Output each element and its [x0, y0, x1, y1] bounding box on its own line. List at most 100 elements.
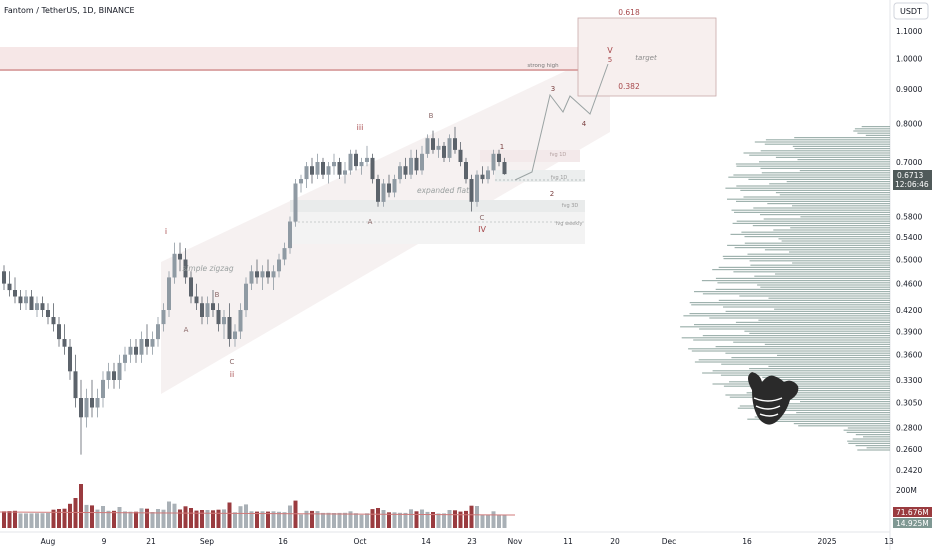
volume-profile-bar	[718, 266, 890, 268]
candle-body	[106, 371, 111, 380]
volume-profile-bar	[736, 185, 890, 187]
last-price-tag	[893, 170, 932, 190]
volume-profile-bar	[753, 207, 890, 209]
volume-bar	[381, 510, 386, 528]
volume-profile-bar	[757, 398, 890, 400]
volume-bar	[233, 512, 237, 528]
volume-profile-bar	[702, 372, 890, 374]
candle-body	[469, 179, 474, 202]
volume-bar	[7, 511, 12, 528]
volume-bar	[68, 503, 72, 528]
price-tick-label: 0.4200	[896, 306, 922, 315]
volume-bar	[288, 505, 292, 528]
volume-profile-bar	[733, 341, 890, 343]
volume-bar	[365, 513, 369, 528]
volume-bar	[420, 509, 424, 528]
currency-button-box[interactable]	[893, 2, 929, 20]
volume-bar	[205, 510, 210, 528]
volume-bar	[13, 510, 17, 528]
time-tick-label: 2025	[817, 537, 836, 546]
volume-bar	[90, 505, 94, 528]
volume-bar	[315, 511, 320, 528]
volume-profile-bar	[861, 126, 890, 128]
volume-profile-bar	[786, 390, 890, 392]
volume-bar	[40, 513, 45, 528]
price-tick-label: 0.7000	[896, 158, 922, 167]
candle-body	[161, 310, 166, 325]
volume-profile-bar	[857, 449, 890, 451]
candle-body	[40, 303, 45, 310]
candle-body	[359, 162, 364, 167]
volume-bar	[304, 510, 309, 528]
volume-bar	[293, 500, 298, 528]
volume-bar	[189, 508, 193, 528]
volume-profile-bar	[736, 200, 890, 202]
volume-bar	[282, 512, 287, 528]
volume-bar	[431, 512, 435, 528]
volume-bar	[238, 506, 243, 528]
volume-bar	[139, 508, 144, 528]
volume-profile-bar	[737, 407, 890, 409]
volume-last: 71.676M	[896, 508, 929, 517]
candle-body	[46, 310, 50, 317]
volume-bar	[112, 510, 116, 528]
volume-profile	[680, 126, 890, 451]
volume-bar	[167, 501, 171, 528]
volume-profile-bar	[715, 288, 890, 290]
volume-profile-bar	[680, 326, 890, 328]
volume-profile-bar	[853, 130, 890, 132]
volume-profile-bar	[863, 436, 890, 438]
volume-bar	[398, 512, 402, 528]
volume-profile-bar	[759, 409, 890, 411]
candle-body	[134, 346, 138, 355]
volume-axis-label: 200M	[896, 486, 917, 495]
volume-profile-bar	[683, 315, 890, 317]
candle-body	[189, 277, 193, 297]
volume-profile-bar	[764, 343, 890, 345]
volume-profile-bar	[743, 196, 890, 198]
time-tick-label: 13	[884, 537, 894, 546]
volume-profile-bar	[735, 163, 890, 165]
volume-profile-bar	[782, 414, 890, 416]
volume-bar	[310, 510, 314, 528]
volume-profile-bar	[758, 387, 890, 389]
volume-profile-bar	[775, 156, 890, 158]
candle-body	[403, 166, 408, 175]
price-tick-label: 0.5000	[896, 256, 922, 265]
volume-profile-bar	[691, 304, 890, 306]
volume-profile-bar	[754, 141, 890, 143]
chart-annotation: B	[215, 291, 220, 299]
volume-bar	[84, 504, 89, 528]
candle-body	[475, 174, 479, 202]
candle-body	[409, 157, 413, 175]
volume-bar	[403, 512, 408, 528]
currency-button[interactable]: USDT	[900, 7, 922, 16]
chart-annotation: 5	[608, 56, 612, 64]
candle-body	[337, 162, 342, 175]
volume-bar	[106, 510, 111, 528]
volume-bar	[35, 513, 39, 528]
candle-body	[486, 170, 490, 180]
candle-body	[376, 179, 380, 202]
volume-profile-bar	[709, 317, 890, 319]
volume-profile-bar	[760, 214, 890, 216]
volume-profile-bar	[790, 227, 890, 229]
volume-bar	[51, 509, 56, 528]
volume-profile-bar	[793, 423, 890, 425]
volume-profile-bar	[734, 247, 890, 249]
chart-annotation: fvg 3D	[562, 203, 579, 209]
volume-profile-bar	[847, 427, 890, 429]
time-tick-label: Aug	[41, 537, 56, 546]
volume-bar	[442, 513, 446, 528]
volume-profile-bar	[730, 233, 890, 235]
candle-body	[233, 331, 237, 339]
candle-body	[150, 339, 155, 347]
volume-profile-bar	[764, 143, 890, 145]
volume-bar	[29, 513, 34, 528]
candle-body	[299, 179, 303, 184]
volume-bar	[469, 505, 474, 528]
volume-profile-bar	[721, 363, 890, 365]
volume-profile-bar	[747, 418, 890, 420]
volume-profile-bar	[691, 350, 890, 352]
